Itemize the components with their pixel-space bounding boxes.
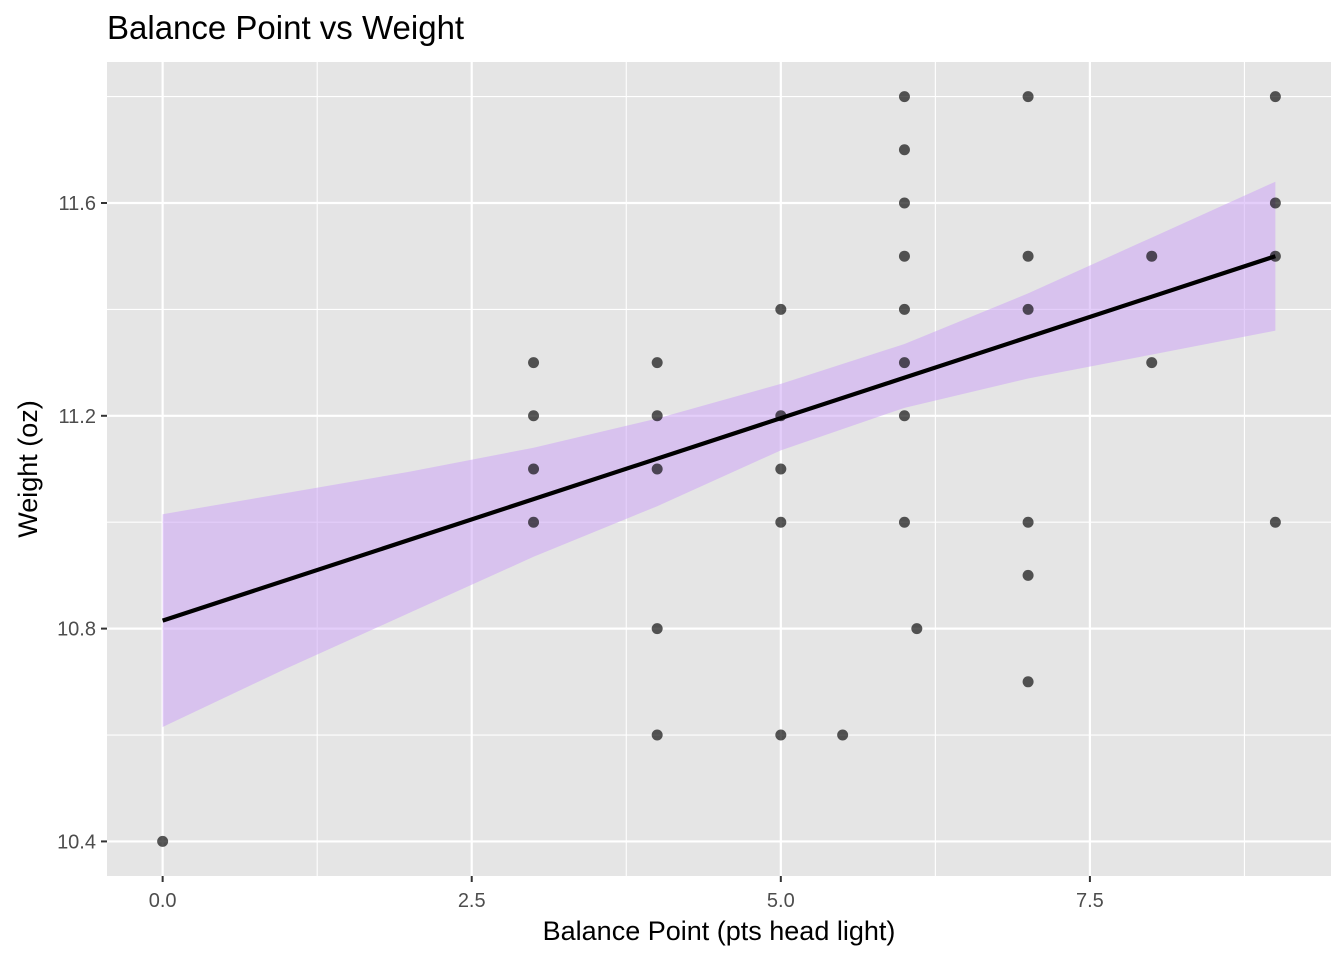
data-point: [1269, 197, 1281, 209]
data-point: [898, 91, 910, 103]
axis-ticks: 0.0 2.5 5.0 7.5 10.4 10.8 11.2 11.6: [57, 193, 1104, 912]
data-point: [651, 729, 663, 741]
data-point: [898, 250, 910, 262]
data-point: [1022, 91, 1034, 103]
fit-line: [161, 254, 1277, 623]
chart-title: Balance Point vs Weight: [107, 9, 464, 46]
data-point: [775, 463, 787, 475]
data-point: [898, 303, 910, 315]
data-point: [898, 357, 910, 369]
data-point: [651, 463, 663, 475]
data-point: [651, 623, 663, 635]
data-point: [651, 410, 663, 422]
data-point: [911, 623, 923, 635]
data-point: [1022, 676, 1034, 688]
data-point: [1269, 516, 1281, 528]
data-point: [898, 410, 910, 422]
data-point: [1146, 250, 1158, 262]
data-point: [1022, 303, 1034, 315]
x-tick-label: 2.5: [458, 890, 486, 912]
x-tick-label: 7.5: [1076, 890, 1104, 912]
data-point: [775, 516, 787, 528]
x-axis-title: Balance Point (pts head light): [543, 916, 896, 946]
data-point: [837, 729, 849, 741]
confidence-band: [162, 181, 1276, 728]
data-point: [1146, 357, 1158, 369]
data-point: [157, 835, 169, 847]
x-tick-label: 0.0: [149, 890, 177, 912]
fit-line-layer: [161, 254, 1277, 623]
data-point: [1022, 516, 1034, 528]
data-point: [1022, 250, 1034, 262]
data-point: [528, 357, 540, 369]
data-point: [775, 303, 787, 315]
y-tick-label: 11.2: [59, 406, 96, 428]
data-point: [898, 516, 910, 528]
data-point: [898, 144, 910, 156]
data-point: [651, 357, 663, 369]
data-points: [157, 91, 1281, 847]
data-point: [898, 197, 910, 209]
y-tick-label: 11.6: [59, 193, 96, 215]
x-tick-label: 5.0: [767, 890, 795, 912]
data-point: [528, 463, 540, 475]
data-point: [528, 410, 540, 422]
data-point: [1269, 91, 1281, 103]
data-point: [775, 729, 787, 741]
y-axis-title: Weight (oz): [13, 400, 43, 538]
confidence-band-layer: [162, 181, 1276, 728]
y-tick-label: 10.4: [57, 831, 96, 853]
y-tick-label: 10.8: [57, 619, 96, 641]
data-point: [1022, 569, 1034, 581]
data-point: [528, 516, 540, 528]
